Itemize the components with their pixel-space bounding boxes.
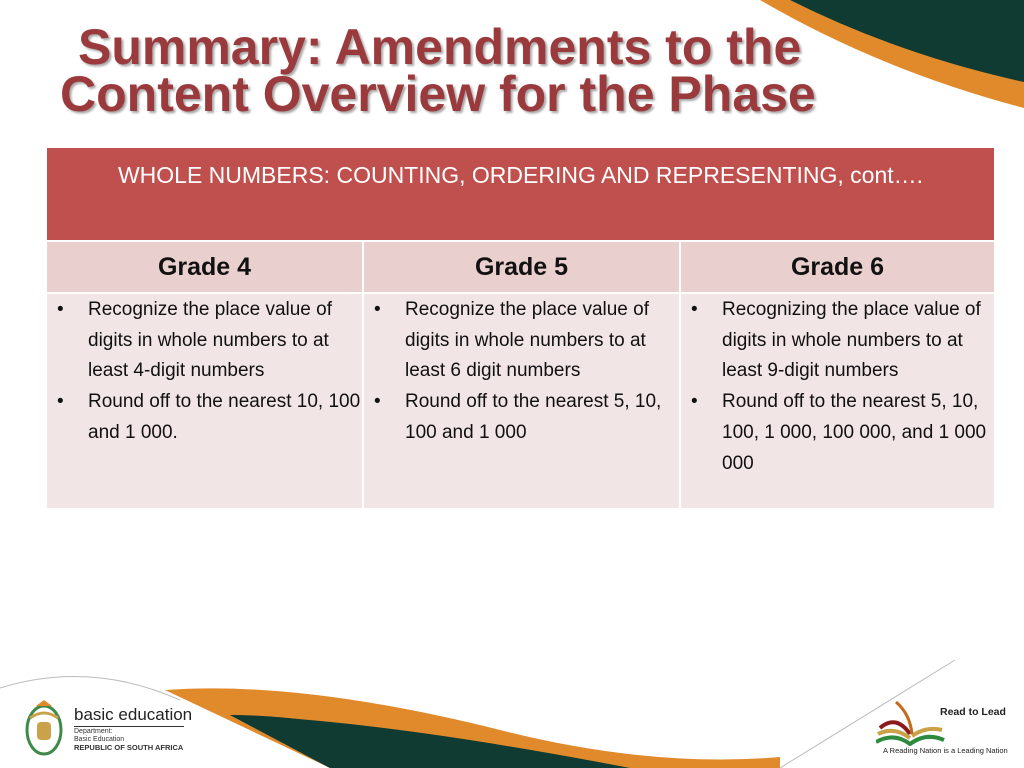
- bottom-thin-arc: [0, 675, 181, 701]
- grade-5-content: Recognize the place value of digits in w…: [362, 292, 681, 510]
- grade-4-heading: Grade 4: [45, 240, 364, 294]
- bottom-thin-line: [779, 659, 956, 768]
- list-item: Recognizing the place value of digits in…: [691, 295, 993, 387]
- grade-6-heading: Grade 6: [679, 240, 996, 294]
- list-item: Round off to the nearest 10, 100 and 1 0…: [57, 387, 361, 448]
- open-book-icon: [876, 700, 945, 746]
- dept-divider: [74, 726, 184, 727]
- grade-5-heading: Grade 5: [362, 240, 681, 294]
- read-to-lead-tagline: A Reading Nation is a Leading Nation: [883, 746, 1008, 755]
- grade-6-content: Recognizing the place value of digits in…: [679, 292, 996, 510]
- dept-name: basic education: [74, 705, 193, 724]
- list-item: Recognize the place value of digits in w…: [374, 295, 678, 387]
- dept-details: Department: Basic Education REPUBLIC OF …: [74, 728, 184, 752]
- grade-4-content: Recognize the place value of digits in w…: [45, 292, 364, 510]
- coat-of-arms-icon: [25, 700, 63, 756]
- list-item: Round off to the nearest 5, 10, 100 and …: [374, 387, 678, 448]
- bottom-green-swoosh-2: [230, 715, 630, 768]
- slide-title: Summary: Amendments to the Content Overv…: [60, 19, 816, 122]
- content-table: WHOLE NUMBERS: COUNTING, ORDERING AND RE…: [45, 146, 996, 510]
- list-item: Round off to the nearest 5, 10, 100, 1 0…: [691, 387, 993, 479]
- top-green-swoosh: [790, 0, 1024, 82]
- list-item: Recognize the place value of digits in w…: [57, 295, 361, 387]
- table-header: WHOLE NUMBERS: COUNTING, ORDERING AND RE…: [45, 146, 996, 242]
- read-to-lead-label: Read to Lead: [940, 706, 1006, 718]
